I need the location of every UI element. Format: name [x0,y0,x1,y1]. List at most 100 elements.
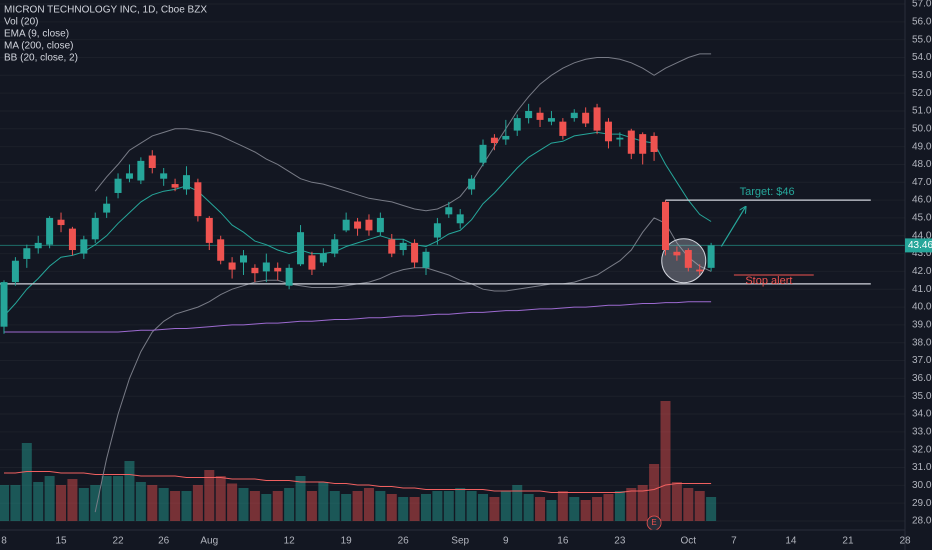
volume-bar [478,494,489,521]
volume-bar [489,497,500,521]
indicator-label: EMA (9, close) [4,29,69,40]
annotation-text: Stop alert [745,275,792,287]
candle-body [297,232,305,265]
price-tag-label: 43.46 [908,240,932,251]
volume-bar [432,491,443,521]
candle-body [194,182,202,217]
candle-body [559,121,567,136]
candle-body [696,269,704,272]
y-tick-label: 36.00 [912,373,932,384]
candle-body [285,267,293,286]
plot: Target: $46 Stop alert E [0,3,905,531]
candle-body [308,255,316,270]
x-tick-label: 26 [158,536,170,547]
candle-body [627,130,635,154]
y-tick-label: 45.00 [912,213,932,224]
candle-body [365,219,373,231]
x-tick-label: 22 [112,536,124,547]
candle-body [593,107,601,131]
volume-bar [614,491,625,521]
volume-bar [341,494,352,521]
y-tick-label: 49.00 [912,141,932,152]
candle-body [490,137,498,144]
y-tick-label: 37.00 [912,355,932,366]
volume-bar [147,485,158,521]
y-tick-label: 56.00 [912,16,932,27]
y-tick-label: 47.00 [912,177,932,188]
volume-bar [306,491,317,521]
y-tick-label: 55.00 [912,34,932,45]
volume-bar [592,497,603,521]
candle-body [388,239,396,254]
candle-body [399,242,407,251]
y-tick-label: 40.00 [912,302,932,313]
bb-lower-line [94,217,712,513]
y-tick-label: 28.00 [912,516,932,527]
y-tick-label: 35.00 [912,391,932,402]
highlight-circle [661,238,707,284]
volume-bar [649,464,660,521]
x-tick-label: 16 [557,536,569,547]
candle-body [342,219,350,231]
y-tick-label: 33.00 [912,427,932,438]
annotation-text: Target: $46 [740,186,795,198]
volume-bar [546,500,557,521]
candle-body [684,250,692,268]
volume-bar [135,482,146,521]
candle-body [582,112,590,124]
price-tag [905,238,932,253]
candle-body [536,112,544,120]
volume-bar [272,491,283,521]
y-tick-label: 31.00 [912,462,932,473]
volume-bar [90,485,101,521]
candle-body [240,255,248,263]
y-tick-label: 50.00 [912,123,932,134]
x-tick-label: 15 [55,536,67,547]
y-tick-label: 34.00 [912,409,932,420]
y-tick-label: 53.00 [912,70,932,81]
volume-bar [192,485,203,521]
x-tick-label: 28 [899,536,911,547]
y-tick-label: 52.00 [912,88,932,99]
indicator-label: Vol (20) [4,17,38,28]
candle-body [205,217,213,243]
candle-body [433,223,441,238]
y-tick-label: 32.00 [912,444,932,455]
volume-bar [626,488,637,521]
y-tick-label: 30.00 [912,480,932,491]
volume-bar [603,494,614,521]
candle-body [91,217,99,240]
x-tick-label: 14 [785,536,797,547]
candle-body [68,228,76,251]
volume-bar [443,491,454,521]
volume-bar [249,491,260,521]
candle-body [479,144,487,163]
volume-bar [284,488,295,521]
volume-bar [158,488,169,521]
volume-bar [683,488,694,521]
ema-line [3,131,712,317]
candle-body [57,219,65,226]
ma-line [4,301,712,333]
volume-bar [67,479,78,521]
candle-body [114,178,122,193]
candle-body [274,267,282,272]
x-tick-label: Aug [200,536,218,547]
volume-bar [398,497,409,521]
volume-bar [0,485,9,521]
volume-bar [557,491,568,521]
y-tick-label: 38.00 [912,337,932,348]
candle-body [34,242,42,249]
volume-bar [329,491,340,521]
volume-bar [124,461,135,521]
candle-body [80,239,88,254]
candle-body [160,173,168,179]
arrow [720,207,745,247]
candle-body [673,251,681,256]
candle-body [376,217,384,233]
volume-bar [409,497,420,521]
volume-bar [420,494,431,521]
candle-body [525,110,533,119]
volume-bar [101,476,112,521]
candle-body [319,253,327,263]
